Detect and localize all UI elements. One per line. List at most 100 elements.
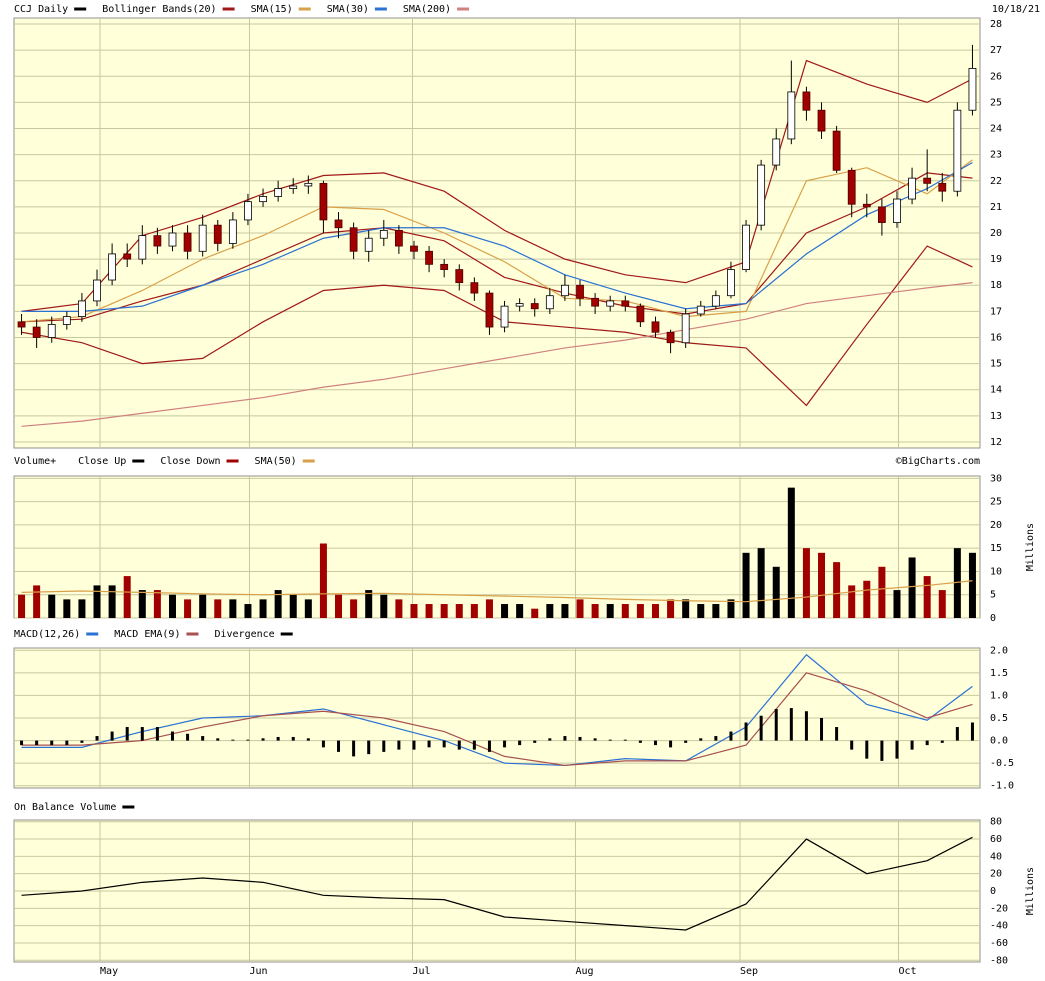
- candle-body: [78, 300, 86, 317]
- divergence-bar: [216, 738, 220, 741]
- volume-bar: [591, 604, 599, 618]
- volume-bar: [440, 604, 448, 618]
- volume-bar: [18, 594, 26, 618]
- legend-label: MACD(12,26): [14, 629, 80, 640]
- candle-body: [817, 109, 826, 132]
- volume-bar: [621, 604, 629, 618]
- x-tick-label: May: [100, 966, 118, 977]
- candle-body: [470, 282, 479, 294]
- volume-bar: [33, 585, 41, 618]
- divergence-bar: [955, 727, 959, 741]
- candle-body: [591, 297, 600, 307]
- volume-bar: [878, 566, 886, 618]
- volume-bar: [289, 594, 297, 618]
- legend-label: Close Up: [78, 456, 126, 467]
- volume-bar: [833, 562, 841, 618]
- y-tick-label: 14: [990, 385, 1002, 396]
- y-tick-label: 15: [990, 359, 1002, 370]
- volume-bar: [757, 548, 765, 618]
- volume-bar: [425, 604, 433, 618]
- divergence-bar: [231, 739, 235, 741]
- volume-bar: [365, 590, 373, 618]
- candle-body: [681, 313, 690, 344]
- volume-bar: [123, 576, 131, 618]
- candle-body: [832, 130, 841, 171]
- candle-body: [274, 188, 283, 197]
- volume-bar: [138, 590, 146, 618]
- volume-bar: [501, 604, 509, 618]
- y-tick-label: 1.0: [990, 690, 1008, 701]
- chart-date: 10/18/21: [992, 4, 1040, 15]
- y-tick-label: 0: [990, 886, 996, 897]
- volume-bar: [63, 599, 71, 618]
- volume-bar: [938, 590, 946, 618]
- legend-label: SMA(30): [327, 4, 369, 15]
- legend-label: Bollinger Bands(20): [102, 4, 216, 15]
- volume-bar: [229, 599, 237, 618]
- volume-bar: [576, 599, 584, 618]
- legend-label: Close Down: [160, 456, 220, 467]
- moving-average: [21, 161, 973, 312]
- candle-body: [576, 284, 584, 299]
- divergence-bar: [427, 740, 431, 748]
- divergence-bar: [50, 740, 54, 746]
- candle-body: [17, 321, 26, 328]
- volume-bar: [199, 594, 207, 618]
- candle-body: [561, 284, 569, 297]
- candle-body: [62, 316, 71, 325]
- moving-average: [21, 159, 973, 323]
- candle-body: [213, 224, 222, 244]
- x-tick-label: Jun: [249, 966, 267, 977]
- bollinger-middle: [21, 172, 973, 323]
- divergence-bar: [910, 740, 914, 750]
- volume-bar: [335, 594, 343, 618]
- candle-body: [757, 164, 766, 226]
- y-tick-label: 20: [990, 869, 1002, 880]
- candle-body: [500, 305, 509, 328]
- divergence-bar: [261, 738, 265, 741]
- candle-body: [545, 295, 554, 310]
- volume-bar: [214, 599, 222, 618]
- divergence-bar: [95, 736, 99, 741]
- divergence-bar: [80, 740, 84, 743]
- y-tick-label: 24: [990, 124, 1002, 135]
- y-tick-label: 22: [990, 176, 1002, 187]
- y-tick-label: -80: [990, 955, 1008, 966]
- macd-line: [21, 653, 973, 767]
- volume-bar: [410, 604, 418, 618]
- divergence-bar: [155, 727, 159, 741]
- divergence-bar: [744, 722, 748, 741]
- volume-bar: [259, 599, 267, 618]
- candle-body: [244, 201, 252, 221]
- divergence-bar: [623, 739, 627, 741]
- divergence-bar: [774, 708, 778, 741]
- divergence-bar: [442, 740, 446, 748]
- y-tick-label: 20: [990, 228, 1002, 239]
- candle-body: [425, 250, 433, 265]
- divergence-bar: [382, 740, 386, 752]
- y-tick-label: 23: [990, 150, 1002, 161]
- divergence-bar: [110, 731, 114, 741]
- candle-body: [259, 196, 267, 203]
- volume-bar: [606, 604, 614, 618]
- candle-body: [862, 203, 871, 208]
- volume-bar: [923, 576, 931, 618]
- y-tick-label: 60: [990, 834, 1002, 845]
- volume-bar: [968, 552, 976, 618]
- y-tick-label: 1.5: [990, 668, 1008, 679]
- volume-bar: [772, 566, 780, 618]
- candle-body: [938, 182, 947, 192]
- candle-body: [953, 109, 962, 192]
- divergence-bar: [321, 740, 325, 748]
- candle-body: [379, 229, 388, 239]
- y-tick-label: 25: [990, 497, 1002, 508]
- divergence-bar: [276, 736, 280, 741]
- candle-body: [908, 177, 916, 200]
- candle-body: [651, 321, 660, 333]
- candle-body: [621, 300, 630, 307]
- candle-body: [32, 326, 41, 338]
- legend-label: On Balance Volume: [14, 802, 116, 813]
- divergence-bar: [170, 731, 174, 741]
- y-tick-label: -20: [990, 903, 1008, 914]
